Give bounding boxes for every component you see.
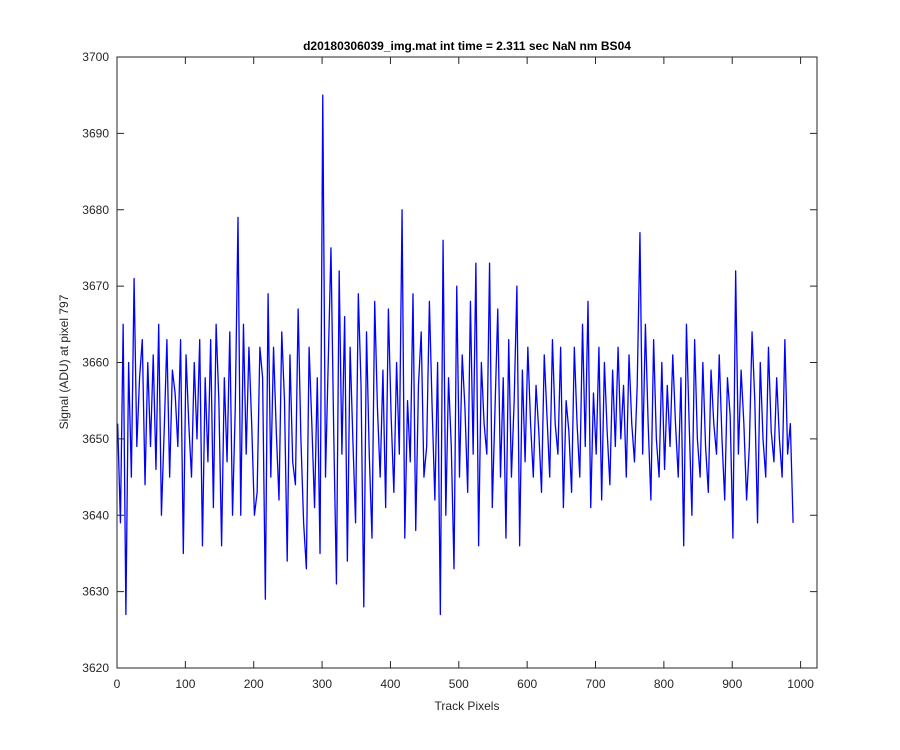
x-axis-label: Track Pixels <box>435 699 500 713</box>
x-tick-label: 900 <box>722 677 742 691</box>
x-tick-label: 0 <box>114 677 121 691</box>
series-layer <box>117 94 794 616</box>
y-tick-label: 3640 <box>82 508 109 522</box>
x-tick-label: 100 <box>175 677 195 691</box>
axes-background <box>117 57 817 668</box>
x-tick-label: 600 <box>517 677 537 691</box>
y-tick-label: 3700 <box>82 50 109 64</box>
x-tick-label: 400 <box>380 677 400 691</box>
y-tick-label: 3620 <box>82 661 109 675</box>
x-tick-label: 1000 <box>787 677 814 691</box>
y-tick-label: 3670 <box>82 279 109 293</box>
x-tick-label: 700 <box>586 677 606 691</box>
x-ticks: 0 100 200 300 400 500 600 700 800 900 1000 <box>114 57 814 691</box>
x-tick-label: 800 <box>654 677 674 691</box>
x-tick-label: 500 <box>449 677 469 691</box>
y-tick-label: 3690 <box>82 126 109 140</box>
x-tick-label: 300 <box>312 677 332 691</box>
y-tick-label: 3680 <box>82 203 109 217</box>
chart-title: d20180306039_img.mat int time = 2.311 se… <box>303 39 631 53</box>
x-tick-label: 200 <box>244 677 264 691</box>
y-ticks: 3620 3630 3640 3650 3660 3670 3680 3690 3700 <box>82 50 817 675</box>
y-axis-label: Signal (ADU) at pixel 797 <box>57 294 71 429</box>
series-line-1 <box>117 94 794 616</box>
y-tick-label: 3650 <box>82 432 109 446</box>
y-tick-label: 3630 <box>82 585 109 599</box>
y-tick-label: 3660 <box>82 356 109 370</box>
